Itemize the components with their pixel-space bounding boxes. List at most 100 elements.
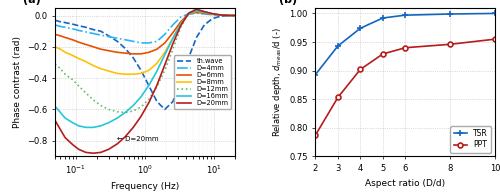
X-axis label: Aspect ratio (D/d): Aspect ratio (D/d) — [365, 179, 446, 188]
D=4mm — [70, 28, 75, 30]
D=12mm — [186, 12, 192, 14]
Line: TSR: TSR — [312, 10, 498, 78]
D=12mm — [70, 79, 75, 81]
D=6mm — [122, 52, 128, 54]
TSR — [358, 27, 364, 30]
D=6mm — [186, 13, 192, 15]
D=16mm — [217, 14, 223, 16]
th.wave — [114, 40, 120, 42]
D=8mm — [98, 68, 103, 70]
D=6mm — [114, 51, 120, 53]
D=20mm — [232, 14, 237, 17]
D=8mm — [106, 70, 112, 72]
th.wave — [90, 28, 96, 31]
PPT — [312, 134, 318, 136]
D=12mm — [106, 108, 112, 111]
D=4mm — [90, 32, 96, 35]
D=12mm — [52, 63, 58, 65]
Line: PPT: PPT — [313, 37, 498, 138]
th.wave — [217, 15, 223, 18]
D=16mm — [186, 13, 192, 15]
PPT — [402, 47, 408, 49]
D=6mm — [70, 39, 75, 41]
D=16mm — [106, 122, 112, 124]
th.wave — [138, 69, 144, 71]
D=12mm — [122, 111, 128, 114]
D=6mm — [146, 51, 152, 53]
D=16mm — [154, 70, 160, 72]
D=8mm — [130, 73, 136, 75]
Text: (a): (a) — [22, 0, 40, 5]
D=4mm — [154, 40, 160, 42]
D=20mm — [52, 119, 58, 122]
D=4mm — [210, 14, 216, 16]
th.wave — [210, 18, 216, 20]
D=16mm — [70, 122, 75, 124]
D=6mm — [225, 14, 231, 17]
D=6mm — [194, 11, 200, 14]
D=16mm — [122, 111, 128, 114]
D=4mm — [58, 25, 64, 28]
D=16mm — [232, 14, 237, 17]
D=20mm — [146, 101, 152, 103]
D=12mm — [217, 14, 223, 16]
D=12mm — [138, 106, 144, 108]
D=20mm — [162, 64, 168, 66]
D=12mm — [58, 68, 64, 70]
D=6mm — [76, 41, 82, 43]
D=20mm — [225, 14, 231, 17]
D=6mm — [210, 13, 216, 15]
D=16mm — [138, 96, 144, 98]
D=20mm — [210, 13, 216, 15]
X-axis label: Frequency (Hz): Frequency (Hz) — [110, 182, 179, 191]
D=20mm — [178, 25, 184, 27]
D=20mm — [138, 115, 144, 118]
D=16mm — [202, 11, 207, 14]
D=6mm — [162, 42, 168, 44]
D=16mm — [130, 104, 136, 107]
TSR — [402, 14, 408, 16]
D=12mm — [98, 104, 103, 107]
PPT — [492, 38, 498, 40]
TSR — [492, 12, 498, 15]
D=12mm — [202, 10, 207, 13]
Line: D=4mm: D=4mm — [55, 13, 234, 43]
th.wave — [232, 14, 237, 17]
Text: (b): (b) — [280, 0, 297, 5]
D=6mm — [138, 53, 144, 55]
D=12mm — [162, 69, 168, 71]
D=20mm — [62, 136, 68, 139]
D=8mm — [58, 48, 64, 50]
D=12mm — [178, 26, 184, 28]
PPT — [447, 43, 453, 46]
D=20mm — [106, 148, 112, 151]
D=6mm — [83, 43, 89, 46]
Line: th.wave: th.wave — [55, 16, 234, 109]
th.wave — [62, 21, 68, 24]
th.wave — [70, 23, 75, 25]
D=20mm — [70, 143, 75, 146]
D=16mm — [178, 23, 184, 25]
D=4mm — [162, 33, 168, 36]
D=8mm — [186, 13, 192, 15]
D=6mm — [232, 14, 237, 17]
D=4mm — [114, 37, 120, 39]
D=4mm — [186, 13, 192, 15]
D=16mm — [225, 14, 231, 17]
D=16mm — [62, 117, 68, 119]
D=6mm — [217, 14, 223, 16]
D=6mm — [178, 21, 184, 23]
D=20mm — [76, 148, 82, 151]
D=16mm — [76, 125, 82, 127]
D=8mm — [83, 61, 89, 63]
D=6mm — [170, 32, 176, 34]
th.wave — [146, 85, 152, 87]
D=20mm — [114, 143, 120, 145]
D=20mm — [90, 152, 96, 154]
D=6mm — [106, 50, 112, 52]
D=20mm — [154, 84, 160, 86]
D=8mm — [232, 14, 237, 17]
Line: D=20mm: D=20mm — [55, 9, 234, 153]
D=20mm — [83, 151, 89, 154]
th.wave — [225, 14, 231, 17]
